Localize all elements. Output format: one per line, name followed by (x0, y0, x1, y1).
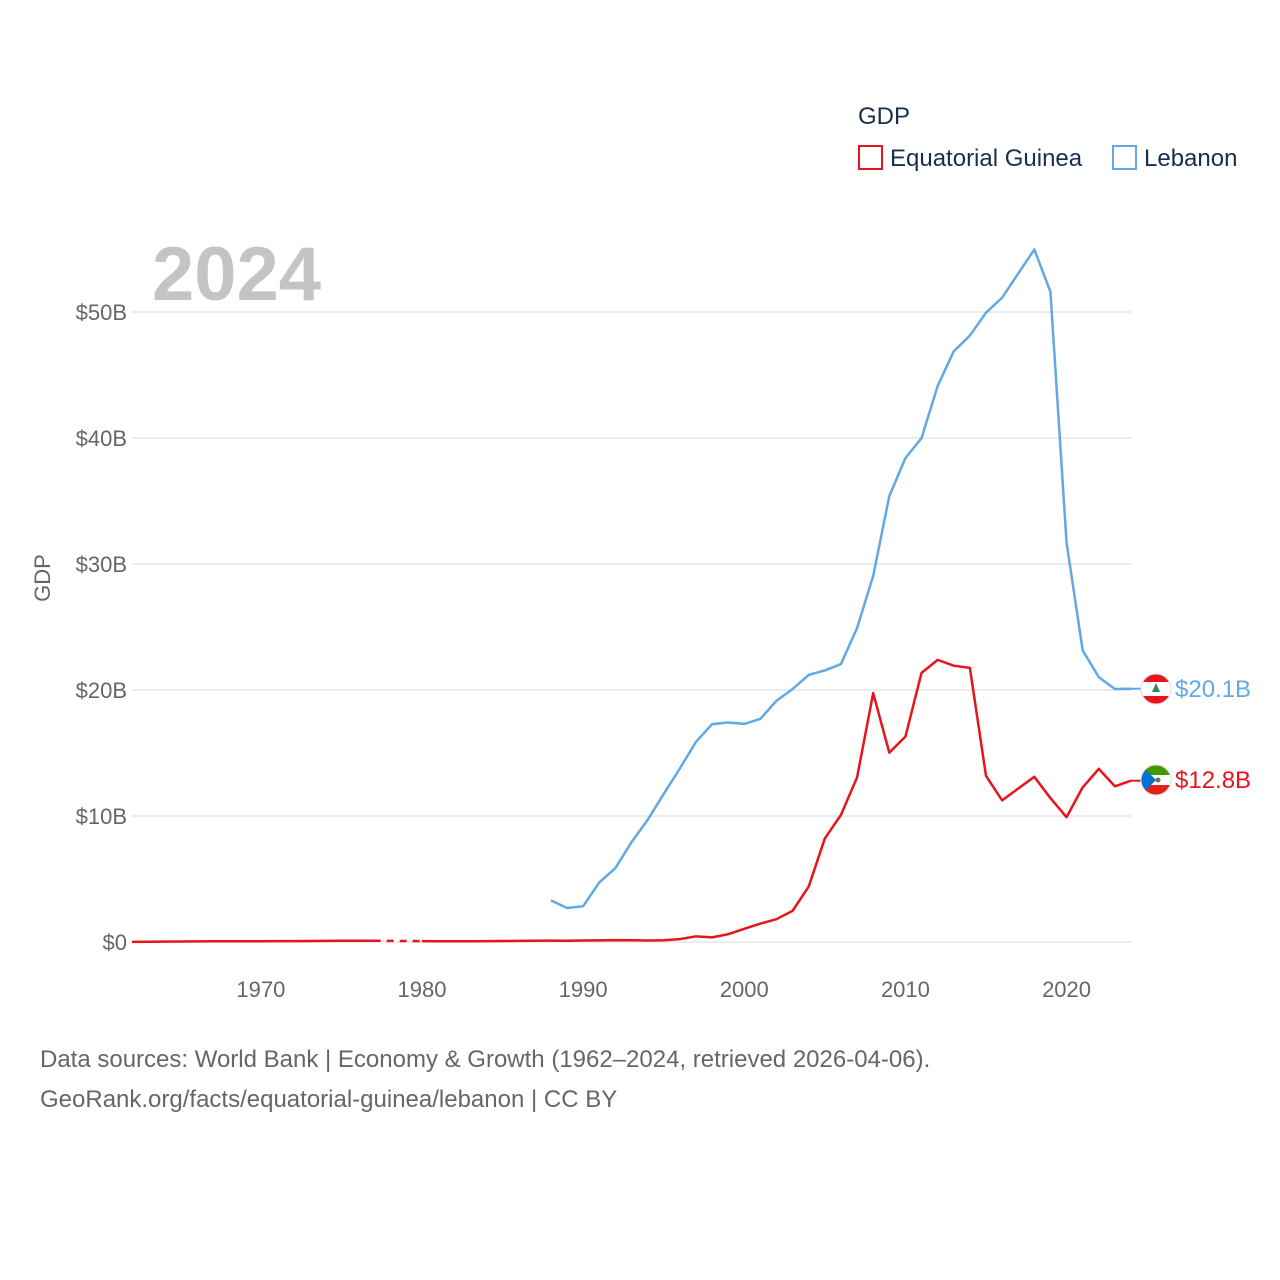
legend-label-lebanon[interactable]: Lebanon (1144, 145, 1237, 172)
x-tick-label: 1970 (236, 977, 285, 1002)
legend-title: GDP (858, 103, 910, 130)
y-tick-label: $20B (76, 678, 127, 703)
equatorial-guinea-end-label: $12.8B (1175, 767, 1251, 794)
legend[interactable]: GDP Equatorial Guinea Lebanon (858, 103, 1237, 172)
y-tick-label: $40B (76, 426, 127, 451)
lebanon-flag-icon (1141, 674, 1171, 704)
year-label: 2024 (152, 232, 321, 317)
y-tick-label: $0 (103, 930, 127, 955)
x-tick-label: 1980 (398, 977, 447, 1002)
source-line-2[interactable]: GeoRank.org/facts/equatorial-guinea/leba… (40, 1086, 618, 1113)
source-line-1: Data sources: World Bank | Economy & Gro… (40, 1046, 931, 1073)
legend-label-equatorial-guinea[interactable]: Equatorial Guinea (890, 145, 1083, 172)
x-tick-label: 2020 (1042, 977, 1091, 1002)
y-tick-label: $50B (76, 300, 127, 325)
lebanon-end-label: $20.1B (1175, 676, 1251, 703)
gridlines (132, 311, 1131, 943)
x-tick-label: 1990 (559, 977, 608, 1002)
legend-swatch-lebanon (1112, 145, 1137, 170)
series-line-lebanon (550, 248, 1132, 910)
y-axis-ticks: $0 $10B $20B $30B $40B $50B (76, 300, 127, 955)
x-tick-label: 2000 (720, 977, 769, 1002)
y-tick-label: $30B (76, 552, 127, 577)
series-lebanon (550, 248, 1141, 910)
y-axis-title: GDP (30, 554, 55, 602)
series-equatorial-guinea (131, 658, 1141, 944)
x-tick-label: 2010 (881, 977, 930, 1002)
y-tick-label: $10B (76, 804, 127, 829)
equatorial-guinea-flag-icon (1141, 765, 1171, 795)
series-line-equatorial-guinea (131, 658, 1132, 944)
legend-swatch-equatorial-guinea (858, 145, 883, 170)
source-note: Data sources: World Bank | Economy & Gro… (40, 1040, 930, 1120)
x-axis-ticks: 1970 1980 1990 2000 2010 2020 (236, 977, 1091, 1002)
series-lines (131, 248, 1141, 944)
